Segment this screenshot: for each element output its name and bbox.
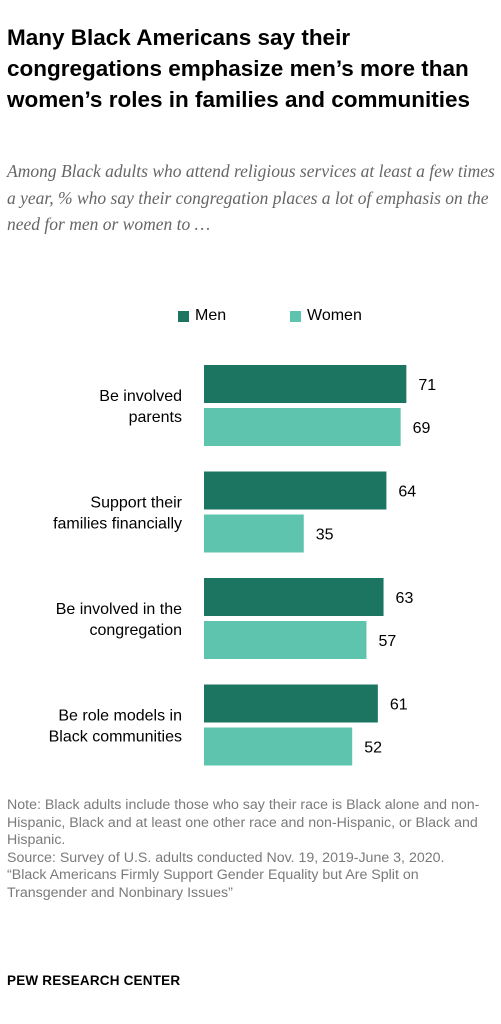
- bar-women-2: [204, 514, 304, 553]
- category-label-line: Be involved: [99, 388, 182, 405]
- category-label-4: Be role models in Black communities: [49, 708, 182, 746]
- data-label-men-1: 71: [418, 377, 436, 394]
- data-label-men-2: 64: [398, 484, 416, 501]
- bar-chart: Be involved parents 71 69 Support their famil…: [0, 350, 501, 780]
- category-label-2: Support their families financially: [53, 495, 183, 533]
- legend-swatch-men: [178, 310, 189, 322]
- bar-men-1: [204, 365, 407, 403]
- report-text: “Black Americans Firmly Support Gender E…: [7, 867, 419, 901]
- bar-women-3: [204, 621, 367, 659]
- note-text: Note: Black adults include those who say…: [7, 797, 480, 849]
- legend-label-men: Men: [195, 307, 227, 324]
- category-label-line: congregation: [89, 622, 182, 639]
- data-label-men-4: 61: [390, 697, 408, 714]
- data-label-women-3: 57: [378, 633, 396, 650]
- legend-item-women: Women: [290, 307, 362, 325]
- data-label-women-4: 52: [364, 740, 382, 757]
- category-label-line: families financially: [53, 516, 182, 533]
- data-label-men-3: 63: [396, 590, 414, 607]
- category-label-3: Be involved in the congregation: [56, 601, 182, 639]
- category-label-line: Be role models in: [58, 708, 182, 725]
- data-label-women-1: 69: [413, 420, 431, 437]
- bar-men-3: [204, 578, 384, 616]
- source-text: Source: Survey of U.S. adults conducted …: [7, 849, 445, 866]
- legend: Men Women: [0, 307, 501, 333]
- bar-chart-svg: Be involved parents 71 69 Support their famil…: [49, 365, 436, 766]
- bar-men-4: [204, 684, 378, 723]
- data-label-women-2: 35: [316, 527, 334, 544]
- chart-title: Many Black Americans say their congregat…: [7, 25, 471, 112]
- category-label-line: Black communities: [49, 729, 182, 746]
- category-label-1: Be involved parents: [99, 388, 182, 426]
- legend-item-men: Men: [178, 307, 226, 325]
- bar-women-4: [204, 727, 353, 766]
- bar-women-1: [204, 408, 401, 446]
- footnote: Note: Black adults include those who say…: [7, 797, 497, 903]
- category-label-line: Be involved in the: [56, 601, 182, 618]
- legend-swatch-women: [290, 310, 301, 322]
- chart-subtitle: Among Black adults who attend religious …: [7, 161, 495, 234]
- brand-logo-text: PEW RESEARCH CENTER: [7, 973, 181, 988]
- bar-men-2: [204, 471, 387, 510]
- legend-label-women: Women: [307, 307, 362, 324]
- category-label-line: parents: [129, 409, 182, 426]
- category-label-line: Support their: [90, 495, 182, 512]
